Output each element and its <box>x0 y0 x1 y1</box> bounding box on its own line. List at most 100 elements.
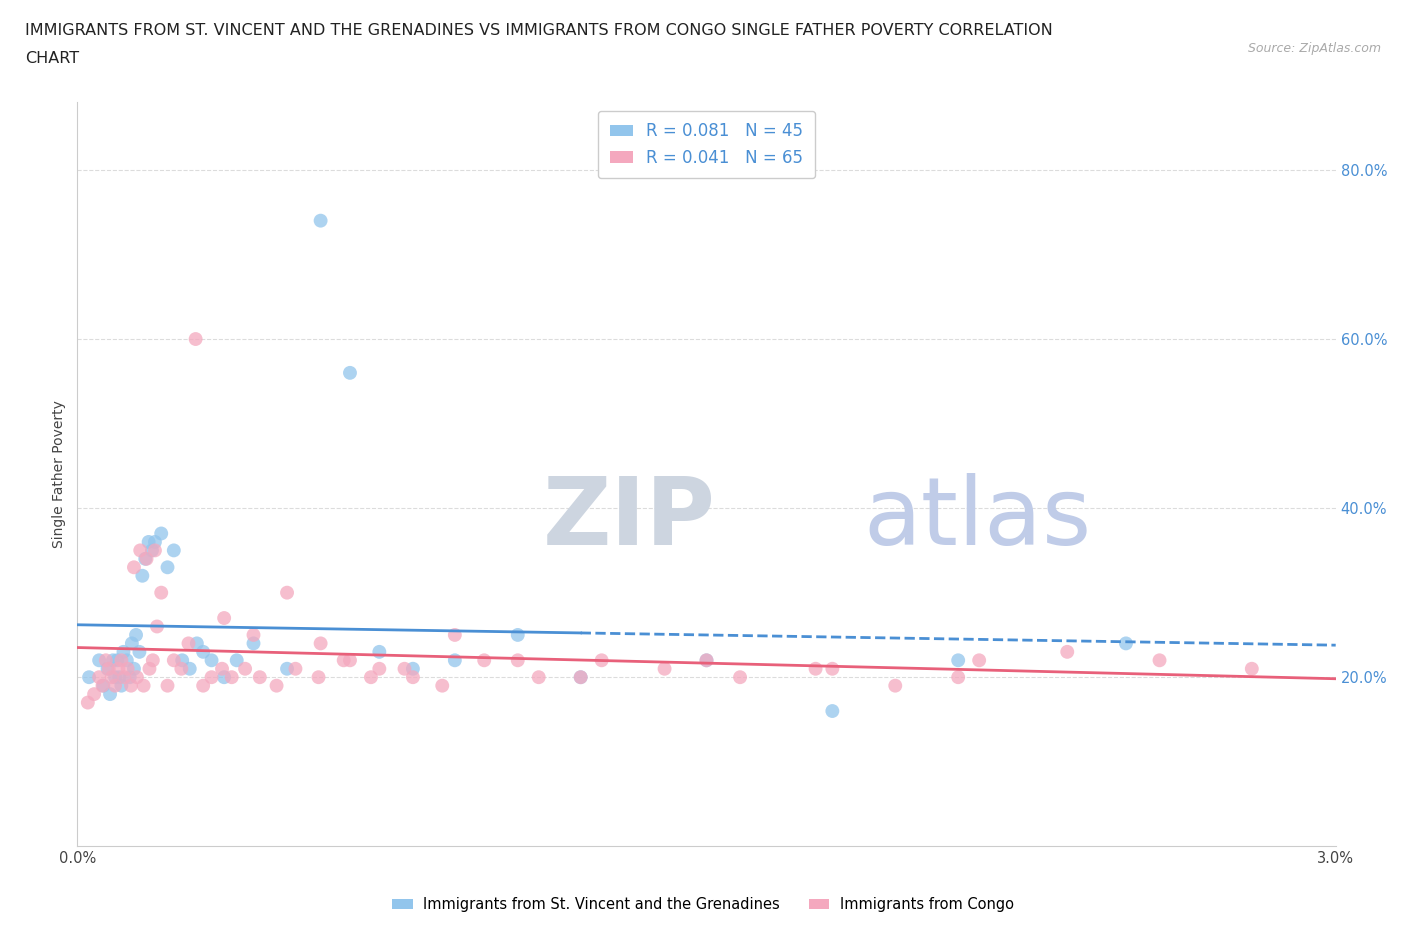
Point <box>804 661 827 676</box>
Point <box>1240 661 1263 676</box>
Point <box>728 670 751 684</box>
Point <box>179 661 201 676</box>
Point <box>104 678 127 693</box>
Point <box>402 661 425 676</box>
Point <box>163 543 186 558</box>
Point <box>96 661 118 676</box>
Point <box>172 653 194 668</box>
Point <box>101 653 124 668</box>
Point <box>89 670 111 684</box>
Point <box>200 670 222 684</box>
Point <box>444 653 467 668</box>
Point <box>142 653 165 668</box>
Point <box>276 585 298 600</box>
Point <box>569 670 592 684</box>
Point <box>1149 653 1171 668</box>
Point <box>129 543 152 558</box>
Point <box>122 661 145 676</box>
Point <box>212 611 235 626</box>
Point <box>339 365 361 380</box>
Point <box>1115 636 1137 651</box>
Point <box>884 678 907 693</box>
Point <box>120 678 142 693</box>
Text: Source: ZipAtlas.com: Source: ZipAtlas.com <box>1247 42 1381 55</box>
Text: ZIP: ZIP <box>543 473 716 565</box>
Point <box>212 670 235 684</box>
Point <box>184 332 207 347</box>
Point <box>89 653 111 668</box>
Point <box>654 661 676 676</box>
Point <box>110 678 132 693</box>
Point <box>191 644 215 659</box>
Point <box>163 653 186 668</box>
Point <box>91 678 114 693</box>
Point <box>432 678 454 693</box>
Point <box>948 670 970 684</box>
Point <box>309 213 332 228</box>
Point <box>233 661 256 676</box>
Point <box>948 653 970 668</box>
Point <box>339 653 361 668</box>
Point <box>266 678 288 693</box>
Point <box>97 661 120 676</box>
Point <box>150 585 173 600</box>
Point <box>242 628 264 643</box>
Point <box>118 670 141 684</box>
Point <box>821 661 844 676</box>
Point <box>186 636 208 651</box>
Point <box>394 661 416 676</box>
Point <box>132 678 155 693</box>
Point <box>221 670 243 684</box>
Point <box>200 653 222 668</box>
Point <box>211 661 233 676</box>
Point <box>112 670 135 684</box>
Text: atlas: atlas <box>863 473 1092 565</box>
Point <box>143 543 166 558</box>
Point <box>402 670 425 684</box>
Point <box>360 670 382 684</box>
Point <box>368 644 391 659</box>
Y-axis label: Single Father Poverty: Single Father Poverty <box>52 400 66 549</box>
Point <box>309 636 332 651</box>
Point <box>94 653 117 668</box>
Point <box>225 653 247 668</box>
Point <box>115 653 138 668</box>
Point <box>77 670 100 684</box>
Point <box>76 695 98 710</box>
Point <box>107 661 129 676</box>
Point <box>105 653 128 668</box>
Point <box>131 568 153 583</box>
Point <box>821 704 844 719</box>
Point <box>696 653 718 668</box>
Point <box>121 636 143 651</box>
Point <box>368 661 391 676</box>
Point <box>125 670 148 684</box>
Point <box>177 636 200 651</box>
Point <box>156 560 179 575</box>
Legend: R = 0.081   N = 45, R = 0.041   N = 65: R = 0.081 N = 45, R = 0.041 N = 65 <box>598 111 815 179</box>
Point <box>249 670 271 684</box>
Point <box>104 670 127 684</box>
Point <box>569 670 592 684</box>
Point <box>696 653 718 668</box>
Legend: Immigrants from St. Vincent and the Grenadines, Immigrants from Congo: Immigrants from St. Vincent and the Gren… <box>387 891 1019 918</box>
Text: CHART: CHART <box>25 51 79 66</box>
Point <box>527 670 550 684</box>
Point <box>472 653 495 668</box>
Point <box>122 560 145 575</box>
Point <box>143 535 166 550</box>
Point <box>308 670 330 684</box>
Point <box>284 661 307 676</box>
Point <box>141 543 163 558</box>
Point <box>444 628 467 643</box>
Point <box>110 653 132 668</box>
Point <box>276 661 298 676</box>
Point <box>967 653 990 668</box>
Point <box>506 653 529 668</box>
Point <box>134 551 156 566</box>
Point <box>150 526 173 541</box>
Point <box>506 628 529 643</box>
Point <box>191 678 215 693</box>
Point <box>156 678 179 693</box>
Point <box>170 661 193 676</box>
